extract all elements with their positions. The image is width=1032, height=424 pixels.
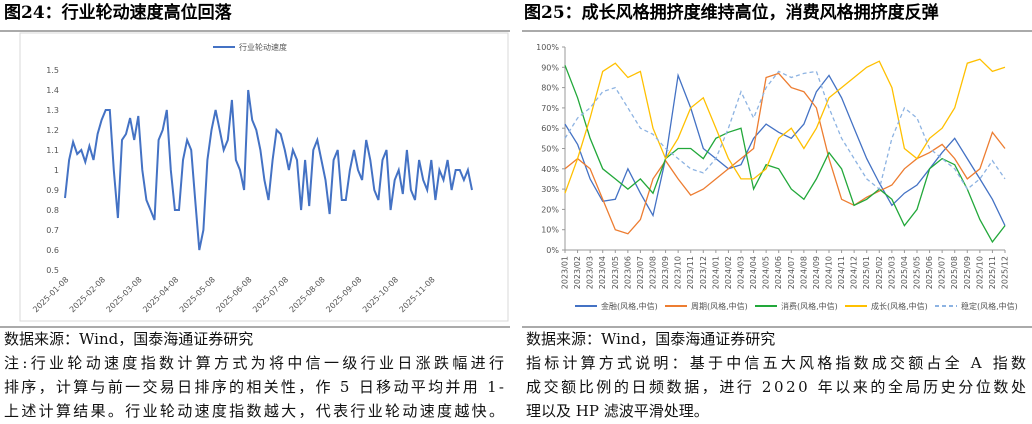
x-tick-label: 2023/07	[636, 256, 645, 289]
y-tick-label: 1.5	[46, 66, 59, 75]
chart-title: 图25：成长风格拥挤度维持高位，消费风格拥挤度反弹	[524, 2, 939, 23]
x-tick-label: 2025-03-08	[104, 275, 143, 314]
note: 成交额比例的日频数据，进行 2020 年以来的全局历史分位数处	[526, 378, 1026, 396]
x-tick-label: 2023/01	[561, 256, 570, 289]
x-tick-label: 2024/06	[774, 256, 783, 289]
legend-label: 成长(风格,中信)	[871, 301, 928, 311]
x-tick-label: 2024/08	[799, 256, 808, 289]
x-tick-label: 2025-07-08	[251, 275, 290, 314]
y-tick-label: 0.9	[46, 186, 59, 195]
x-tick-label: 2024/05	[762, 256, 771, 289]
y-tick-label: 90%	[541, 63, 559, 72]
x-tick-label: 2023/10	[674, 256, 683, 289]
y-tick-label: 1.3	[46, 106, 59, 115]
y-tick-label: 1.4	[46, 86, 59, 95]
y-tick-label: 70%	[541, 104, 559, 113]
x-tick-label: 2025-09-08	[324, 275, 363, 314]
x-tick-label: 2023/06	[623, 256, 632, 289]
y-tick-label: 40%	[541, 165, 559, 174]
series-line	[564, 72, 1006, 226]
legend-label: 行业轮动速度	[239, 42, 287, 52]
x-tick-label: 2025/09	[963, 256, 972, 289]
x-tick-label: 2025-01-08	[31, 275, 70, 314]
x-tick-label: 2023/05	[611, 256, 620, 289]
y-tick-label: 0.7	[46, 226, 59, 235]
x-tick-label: 2024/09	[812, 256, 821, 289]
x-tick-label: 2025/01	[862, 256, 871, 289]
y-tick-label: 0.8	[46, 206, 59, 215]
x-tick-label: 2023/11	[686, 256, 695, 289]
x-tick-label: 2024/03	[737, 256, 746, 289]
series-line	[564, 70, 1006, 191]
x-tick-label: 2025-11-08	[398, 275, 437, 314]
source: 数据来源：Wind，国泰海通证券研究	[526, 330, 775, 348]
chart-title: 图24：行业轮动速度高位回落	[4, 2, 233, 23]
x-tick-label: 2023/03	[586, 256, 595, 289]
y-tick-label: 30%	[541, 185, 559, 194]
x-tick-label: 2025-02-08	[68, 275, 107, 314]
y-tick-label: 0.6	[46, 246, 59, 255]
y-tick-label: 10%	[541, 226, 559, 235]
y-tick-label: 100%	[536, 43, 559, 52]
y-tick-label: 1	[54, 166, 59, 175]
y-tick-label: 60%	[541, 124, 559, 133]
series-line	[564, 65, 1006, 244]
x-tick-label: 2025/07	[938, 256, 947, 289]
x-tick-label: 2025/06	[925, 256, 934, 289]
x-tick-label: 2024/11	[837, 256, 846, 289]
source: 数据来源：Wind，国泰海通证券研究	[4, 330, 253, 348]
x-tick-label: 2024/12	[850, 256, 859, 289]
y-tick-label: 0.5	[46, 266, 59, 275]
x-tick-label: 2025-10-08	[361, 275, 400, 314]
x-tick-label: 2025-06-08	[214, 275, 253, 314]
x-tick-label: 2025/05	[913, 256, 922, 289]
x-tick-label: 2025/02	[875, 256, 884, 289]
legend-label: 消费(风格,中信)	[781, 301, 838, 311]
x-tick-label: 2023/04	[598, 256, 607, 289]
x-tick-label: 2025-04-08	[141, 275, 180, 314]
x-tick-label: 2025/04	[900, 256, 909, 289]
note: 指标计算方式说明：基于中信五大风格指数成交额占全 A 指数	[526, 354, 1026, 372]
chart-frame	[19, 32, 509, 322]
x-tick-label: 2024/04	[749, 256, 758, 289]
legend-label: 稳定(风格,中信)	[961, 301, 1018, 311]
x-tick-label: 2025-05-08	[178, 275, 217, 314]
x-tick-label: 2023/09	[661, 256, 670, 289]
y-tick-label: 50%	[541, 145, 559, 154]
x-tick-label: 2025/11	[988, 256, 997, 289]
note: 上述计算结果。行业轮动速度指数越大，代表行业轮动速度越快。	[4, 402, 504, 420]
x-tick-label: 2024/01	[711, 256, 720, 289]
y-tick-label: 20%	[541, 205, 559, 214]
note: 排序，计算与前一交易日排序的相关性，作 5 日移动平均并用 1-	[4, 378, 504, 396]
legend-label: 周期(风格,中信)	[691, 301, 748, 311]
x-tick-label: 2025/08	[950, 256, 959, 289]
x-tick-label: 2023/08	[649, 256, 658, 289]
x-tick-label: 2025/03	[887, 256, 896, 289]
series-line	[564, 58, 1006, 194]
x-tick-label: 2024/02	[724, 256, 733, 289]
y-tick-label: 1.1	[46, 146, 59, 155]
series-line	[64, 89, 473, 251]
x-tick-label: 2023/12	[699, 256, 708, 289]
y-tick-label: 1.2	[46, 126, 59, 135]
x-tick-label: 2024/10	[825, 256, 834, 289]
x-tick-label: 2025/10	[975, 256, 984, 289]
series-line	[564, 72, 1006, 235]
x-tick-label: 2025/12	[1001, 256, 1010, 289]
x-tick-label: 2023/02	[573, 256, 582, 289]
x-tick-label: 2025-08-08	[288, 275, 327, 314]
note: 理以及 HP 滤波平滑处理。	[526, 402, 709, 420]
note: 注:行业轮动速度指数计算方式为将中信一级行业日涨跌幅进行	[4, 354, 504, 372]
y-tick-label: 0%	[546, 246, 559, 255]
x-tick-label: 2024/07	[787, 256, 796, 289]
legend-label: 金融(风格,中信)	[601, 301, 658, 311]
y-tick-label: 80%	[541, 84, 559, 93]
